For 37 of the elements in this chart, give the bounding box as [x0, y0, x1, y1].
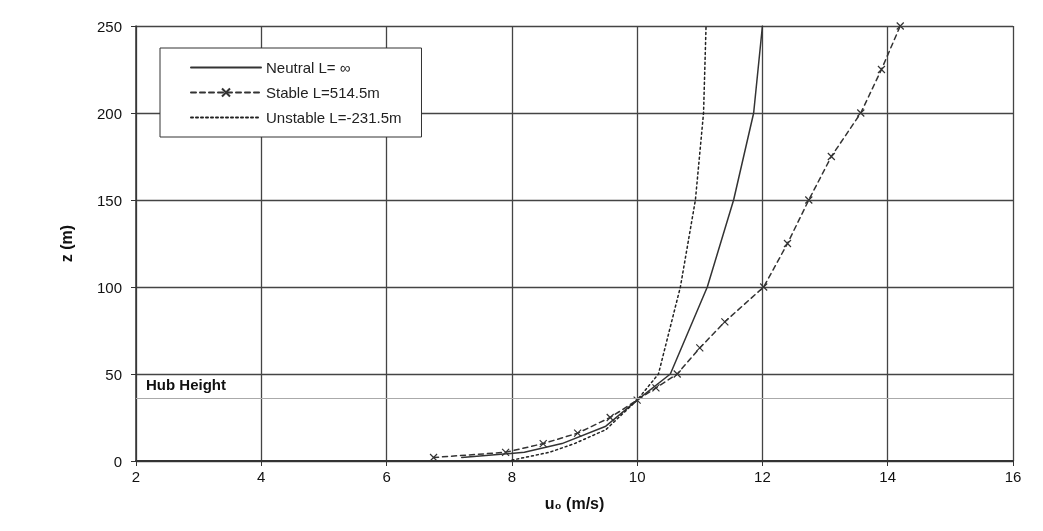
point: [501, 448, 510, 457]
legend-label: Neutral L= ∞: [266, 59, 351, 76]
x-tick-label: 12: [754, 468, 771, 485]
x-tick-label: 16: [1004, 468, 1022, 485]
y-tick-label: 50: [105, 365, 122, 383]
point: [606, 413, 615, 422]
y-tick-label: 0: [113, 452, 122, 470]
x-tick-label: 2: [131, 468, 141, 485]
point: [877, 65, 886, 74]
y-axis-title: z (m): [57, 224, 75, 263]
point: [827, 152, 836, 161]
x-tick-label: 14: [879, 468, 897, 485]
point: [783, 239, 792, 248]
point: [651, 383, 661, 393]
y-tick-label: 100: [96, 278, 122, 296]
legend-label: Unstable L=-231.5m: [266, 109, 402, 126]
point: [896, 21, 905, 31]
x-axis-title: u₀ (m/s): [544, 494, 605, 512]
ref-line-label: Hub Height: [146, 376, 226, 394]
y-tick-label: 150: [96, 191, 122, 209]
y-tick-label: 200: [96, 104, 122, 122]
x-tick-label: 10: [628, 468, 646, 485]
point: [720, 317, 729, 326]
point: [633, 396, 642, 405]
point: [539, 439, 548, 448]
point: [695, 343, 704, 352]
point: [759, 282, 768, 292]
point: [673, 369, 682, 379]
point: [856, 108, 865, 118]
y-tick-label: 250: [96, 17, 122, 35]
point: [573, 429, 582, 438]
legend-label: Stable L=514.5m: [266, 84, 380, 101]
x-tick-label: 6: [382, 468, 391, 485]
point: [804, 195, 813, 205]
x-tick-label: 8: [507, 468, 517, 485]
x-tick-label: 4: [257, 468, 266, 485]
line-series: [511, 25, 707, 461]
